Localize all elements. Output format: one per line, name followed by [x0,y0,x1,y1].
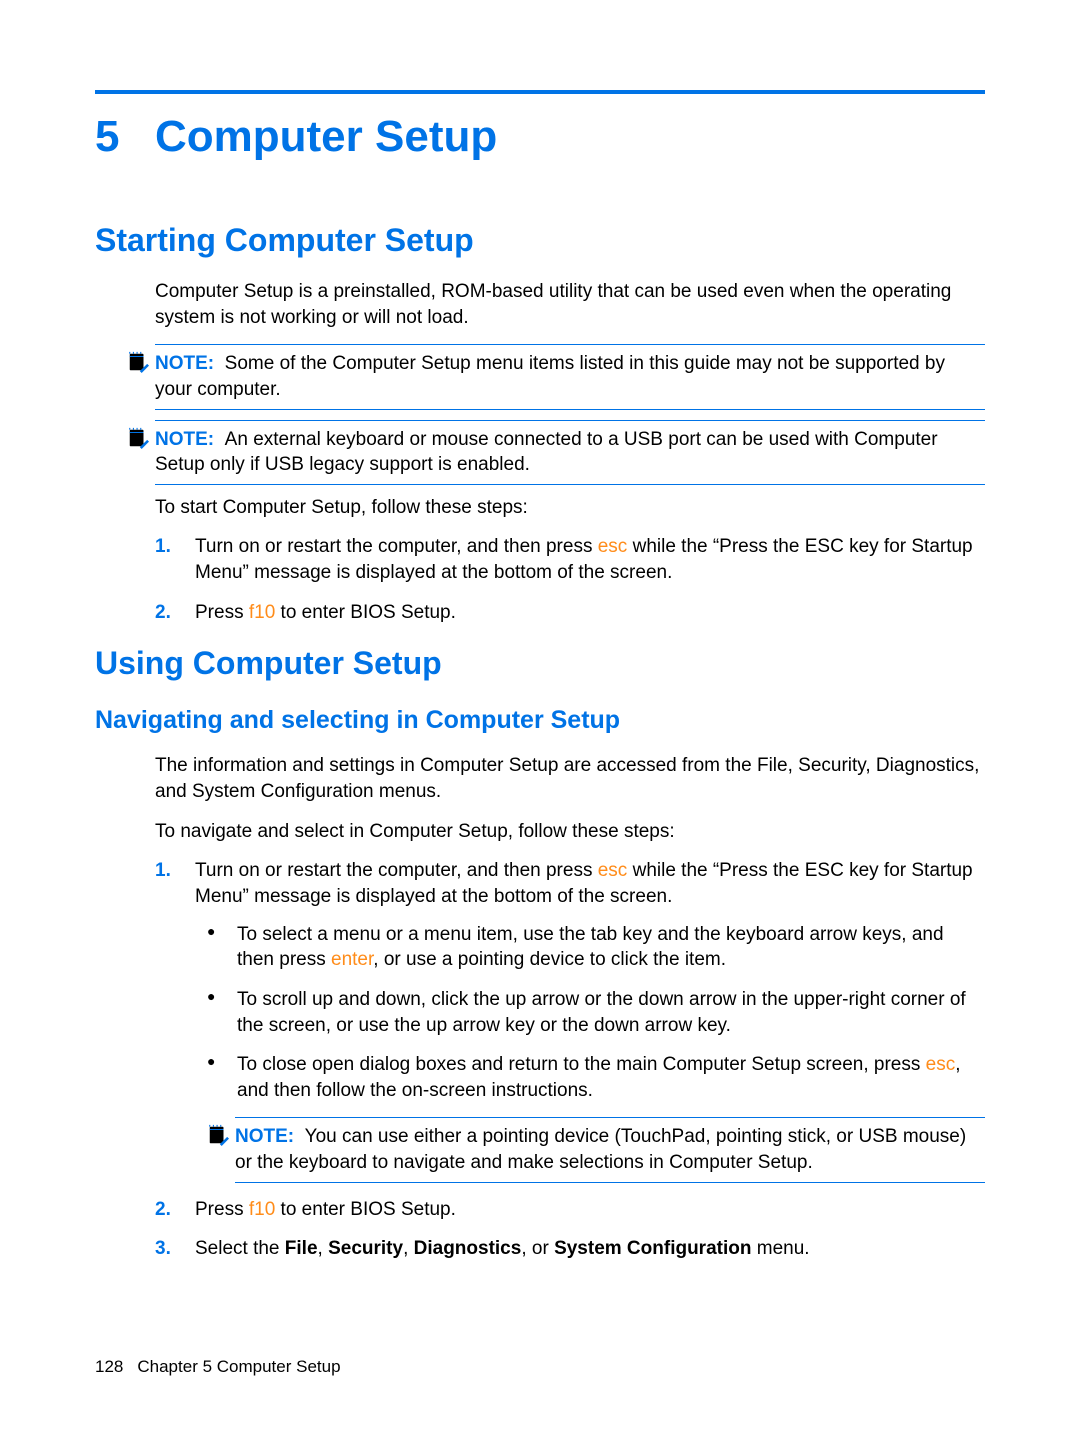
section1-steps: 1. Turn on or restart the computer, and … [155,534,985,625]
sub1-lead: To navigate and select in Computer Setup… [155,819,985,845]
chapter-heading: 5Computer Setup [95,112,985,162]
key-esc: esc [926,1054,956,1075]
page-number: 128 [95,1357,123,1376]
bullet-1: To select a menu or a menu item, use the… [195,922,985,973]
nav-note-text: You can use either a pointing device (To… [235,1126,966,1173]
note-2-text: An external keyboard or mouse connected … [155,429,938,476]
step-marker: 3. [155,1236,171,1262]
key-f10: f10 [249,602,275,623]
sub1-intro: The information and settings in Computer… [155,753,985,804]
section-starting: Starting Computer Setup [95,222,985,259]
sub1-steps: 1. Turn on or restart the computer, and … [155,858,985,1262]
section-using: Using Computer Setup [95,645,985,682]
bullet-3: To close open dialog boxes and return to… [195,1052,985,1103]
section2-body: The information and settings in Computer… [155,753,985,1262]
page: 5Computer Setup Starting Computer Setup … [0,0,1080,1437]
step-2: 2. Press f10 to enter BIOS Setup. [155,600,985,626]
step-text: Turn on or restart the computer, and the… [195,860,973,907]
key-enter: enter [331,949,373,970]
note-2-content: NOTE: An external keyboard or mouse conn… [155,429,938,476]
note-icon [127,351,149,373]
bullet-2: To scroll up and down, click the up arro… [195,987,985,1038]
step-marker: 2. [155,600,171,626]
note-label: NOTE: [235,1126,294,1147]
nav-note-content: NOTE: You can use either a pointing devi… [235,1126,966,1173]
section1-intro: Computer Setup is a preinstalled, ROM-ba… [155,279,985,330]
nav-step-3: 3. Select the File, Security, Diagnostic… [155,1236,985,1262]
subsection-navigating: Navigating and selecting in Computer Set… [95,706,985,735]
section1-lead: To start Computer Setup, follow these st… [155,495,985,521]
step-text: Press f10 to enter BIOS Setup. [195,602,456,623]
key-esc: esc [598,536,628,557]
chapter-number: 5 [95,112,155,162]
step-text: Press f10 to enter BIOS Setup. [195,1199,456,1220]
note-icon [127,427,149,449]
step-marker: 2. [155,1197,171,1223]
step-marker: 1. [155,858,171,884]
nav-step-2: 2. Press f10 to enter BIOS Setup. [155,1197,985,1223]
key-f10: f10 [249,1199,275,1220]
nav-step-1: 1. Turn on or restart the computer, and … [155,858,985,1182]
note-label: NOTE: [155,353,214,374]
note-1-content: NOTE: Some of the Computer Setup menu it… [155,353,945,400]
nav-bullets: To select a menu or a menu item, use the… [195,922,985,1104]
note-2: NOTE: An external keyboard or mouse conn… [155,420,985,485]
note-1: NOTE: Some of the Computer Setup menu it… [155,344,985,409]
chapter-title: Computer Setup [155,112,497,161]
chapter-rule [95,90,985,94]
step-text: Select the File, Security, Diagnostics, … [195,1238,810,1259]
note-1-text: Some of the Computer Setup menu items li… [155,353,945,400]
key-esc: esc [598,860,628,881]
step-1: 1. Turn on or restart the computer, and … [155,534,985,585]
note-icon [207,1124,229,1146]
note-label: NOTE: [155,429,214,450]
step-marker: 1. [155,534,171,560]
footer-crumb: Chapter 5 Computer Setup [137,1357,340,1376]
section1-body: Computer Setup is a preinstalled, ROM-ba… [155,279,985,625]
page-footer: 128 Chapter 5 Computer Setup [95,1357,341,1377]
step-text: Turn on or restart the computer, and the… [195,536,973,583]
nav-note: NOTE: You can use either a pointing devi… [235,1117,985,1182]
